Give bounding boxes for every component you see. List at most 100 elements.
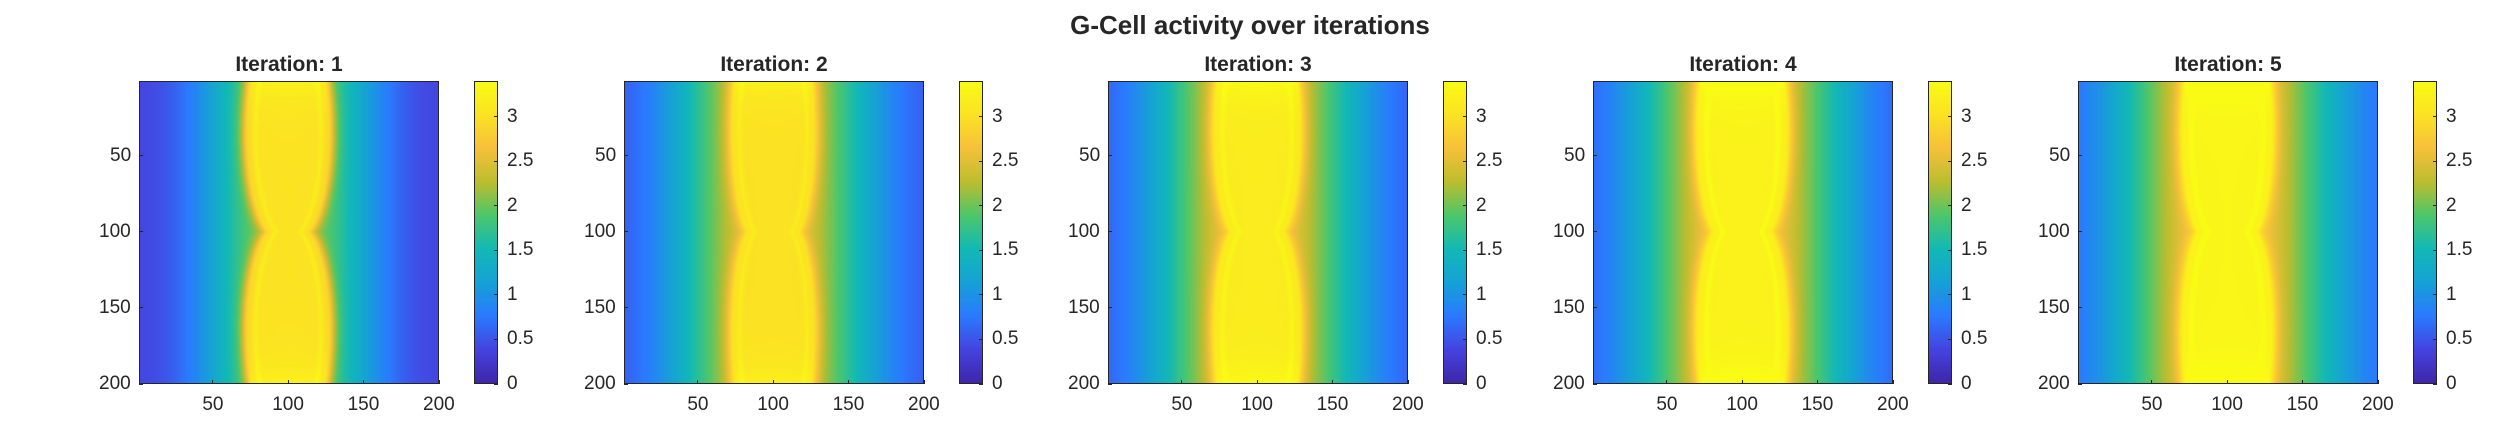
colorbar-tick xyxy=(1463,205,1467,207)
colorbar-tick-label: 1 xyxy=(2446,283,2457,305)
y-tick xyxy=(1108,307,1112,309)
colorbar-tick xyxy=(1463,116,1467,118)
colorbar-tick-label: 0 xyxy=(1961,373,1972,394)
subplot-title-4: Iteration: 4 xyxy=(1689,53,1797,76)
colorbar-tick xyxy=(1463,383,1467,385)
colorbar-tick xyxy=(494,249,498,251)
subplot-title-3: Iteration: 3 xyxy=(1204,53,1312,76)
colorbar-tick-label: 1 xyxy=(1961,283,1972,305)
x-tick xyxy=(1407,380,1409,384)
colorbar-tick-label: 0 xyxy=(2446,373,2457,394)
x-tick-label: 100 xyxy=(272,394,304,415)
y-tick-label: 150 xyxy=(2038,296,2070,318)
x-tick xyxy=(363,380,365,384)
y-tick xyxy=(139,231,143,233)
colorbar-tick-label: 1.5 xyxy=(1961,239,1988,261)
colorbar-tick-label: 1 xyxy=(992,283,1003,305)
y-tick-label: 150 xyxy=(1068,296,1100,318)
colorbar-tick xyxy=(494,160,498,162)
y-tick xyxy=(2078,155,2082,157)
colorbar-tick-label: 0.5 xyxy=(2446,328,2473,350)
colorbar-tick-label: 0.5 xyxy=(1476,328,1503,350)
colorbar-tick xyxy=(979,338,983,340)
y-tick-label: 200 xyxy=(584,373,616,394)
colorbar-tick xyxy=(1948,249,1952,251)
y-tick-label: 100 xyxy=(99,220,131,242)
colorbar-tick-label: 0 xyxy=(992,373,1003,394)
x-tick xyxy=(1666,380,1668,384)
colorbar-5 xyxy=(2413,81,2437,384)
y-tick-label: 100 xyxy=(584,220,616,242)
colorbar-tick xyxy=(1948,116,1952,118)
colorbar-tick-label: 3 xyxy=(2446,105,2457,127)
x-tick xyxy=(1741,380,1743,384)
x-tick xyxy=(848,380,850,384)
x-tick-label: 150 xyxy=(1316,394,1349,415)
colorbar-tick-label: 1 xyxy=(1476,283,1487,305)
y-tick-label: 100 xyxy=(1553,220,1585,242)
y-tick-label: 150 xyxy=(99,296,131,318)
subplot-title-1: Iteration: 1 xyxy=(235,53,343,76)
x-tick xyxy=(1817,380,1819,384)
colorbar-tick-label: 3 xyxy=(1476,105,1487,127)
y-tick xyxy=(624,383,628,385)
x-tick-label: 150 xyxy=(347,394,380,415)
colorbar-tick xyxy=(1463,249,1467,251)
colorbar-tick-label: 2.5 xyxy=(1961,150,1988,172)
colorbar-tick-label: 3 xyxy=(992,105,1003,127)
colorbar-tick xyxy=(494,383,498,385)
colorbar-tick-label: 0.5 xyxy=(507,328,534,350)
subplot-title-2: Iteration: 2 xyxy=(720,53,828,76)
x-tick-label: 200 xyxy=(423,394,455,415)
colorbar-tick xyxy=(2433,116,2437,118)
x-tick-label: 100 xyxy=(1726,394,1758,415)
y-tick-label: 200 xyxy=(1553,373,1585,394)
colorbar-tick-label: 1.5 xyxy=(1476,239,1503,261)
y-tick xyxy=(139,383,143,385)
colorbar-tick-label: 2 xyxy=(1961,194,1972,216)
y-tick xyxy=(2078,383,2082,385)
y-tick-label: 50 xyxy=(595,144,617,166)
y-tick-label: 100 xyxy=(2038,220,2070,242)
x-tick xyxy=(772,380,774,384)
x-tick-label: 100 xyxy=(1241,394,1273,415)
x-tick-label: 50 xyxy=(687,394,709,415)
x-tick xyxy=(1332,380,1334,384)
y-tick xyxy=(624,155,628,157)
colorbar-tick xyxy=(494,294,498,296)
y-tick-label: 50 xyxy=(2049,144,2071,166)
colorbar-tick xyxy=(494,338,498,340)
colorbar-tick-label: 3 xyxy=(1961,105,1972,127)
colorbar-tick-label: 2.5 xyxy=(507,150,534,172)
colorbar-tick-label: 1.5 xyxy=(2446,239,2473,261)
colorbar-tick-label: 0 xyxy=(507,373,518,394)
colorbar-tick xyxy=(2433,205,2437,207)
colorbar-tick xyxy=(1948,383,1952,385)
colorbar-tick-label: 0 xyxy=(1476,373,1487,394)
figure-title: G-Cell activity over iterations xyxy=(1070,10,1430,40)
heatmap-image-5 xyxy=(2078,81,2378,384)
x-tick xyxy=(2302,380,2304,384)
colorbar-tick-label: 2.5 xyxy=(2446,150,2473,172)
colorbar-tick xyxy=(1948,160,1952,162)
x-tick-label: 150 xyxy=(2286,394,2319,415)
x-tick-label: 50 xyxy=(1171,394,1193,415)
x-tick-label: 100 xyxy=(757,394,789,415)
x-tick xyxy=(2226,380,2228,384)
colorbar-tick-label: 2 xyxy=(1476,194,1487,216)
y-tick xyxy=(2078,307,2082,309)
colorbar-tick xyxy=(2433,160,2437,162)
colorbar-tick xyxy=(2433,383,2437,385)
x-tick-label: 50 xyxy=(202,394,224,415)
y-tick xyxy=(139,307,143,309)
y-tick-label: 200 xyxy=(99,373,131,394)
colorbar-tick-label: 1.5 xyxy=(507,239,534,261)
colorbar-tick xyxy=(979,294,983,296)
x-tick-label: 200 xyxy=(908,394,940,415)
colorbar-tick xyxy=(1463,338,1467,340)
y-tick xyxy=(1108,383,1112,385)
x-tick xyxy=(1256,380,1258,384)
y-tick-label: 100 xyxy=(1068,220,1100,242)
x-tick-label: 50 xyxy=(1656,394,1678,415)
x-tick xyxy=(2377,380,2379,384)
